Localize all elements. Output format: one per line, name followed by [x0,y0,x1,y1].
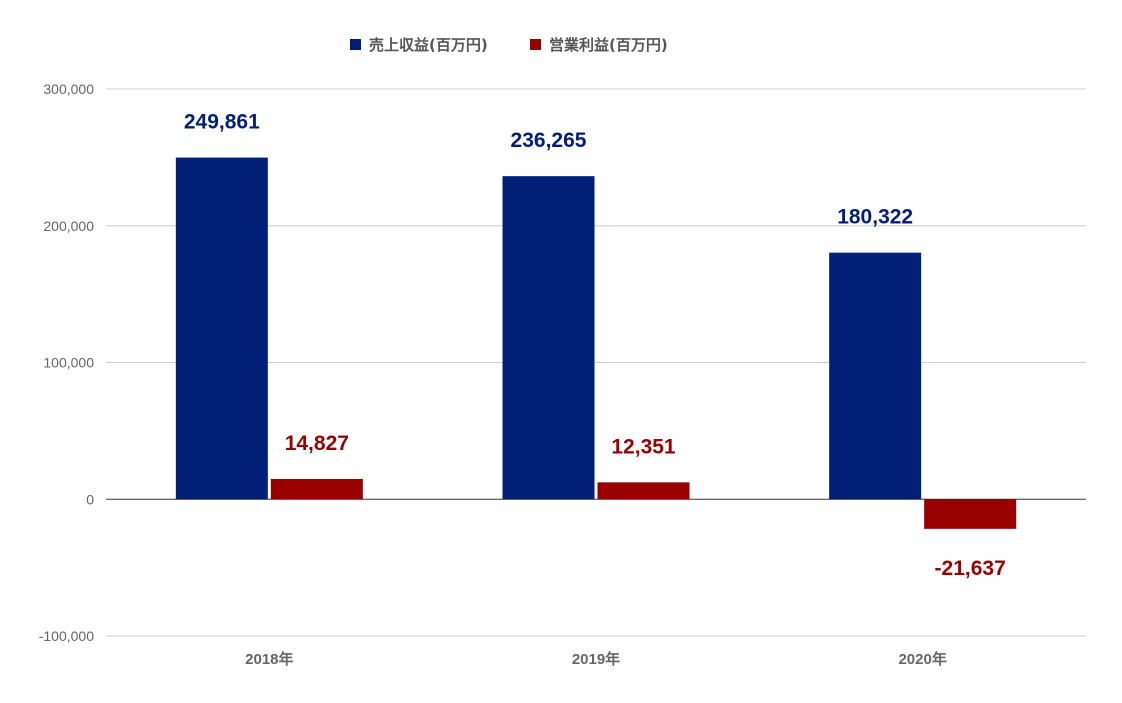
y-tick-label: 100,000 [43,355,94,371]
y-tick-label: 0 [86,491,94,507]
data-label: 14,827 [285,432,349,455]
legend-swatch [350,39,361,50]
bars [175,157,1017,529]
data-label: 249,861 [184,111,260,134]
y-tick-label: 300,000 [43,81,94,97]
y-tick-label: -100,000 [39,628,94,644]
x-category-label: 2018年 [245,650,293,668]
data-label: 180,322 [837,206,913,229]
data-label: 236,265 [511,129,587,152]
bar-operating-profit [597,482,690,500]
x-category-label: 2020年 [898,650,946,668]
legend: 売上収益(百万円) 営業利益(百万円) [350,36,668,54]
x-category-label: 2019年 [572,650,620,668]
bar-revenue [829,252,922,500]
data-label: 12,351 [611,435,676,458]
data-labels: 249,861 14,827 236,265 12,351 180,322 -21,637 [184,111,1006,580]
bar-operating-profit [924,499,1017,529]
bar-revenue [502,176,595,500]
bar-revenue [175,157,268,500]
data-label: -21,637 [935,557,1006,580]
gridlines [106,88,1086,637]
bar-operating-profit [270,478,363,500]
legend-swatch [530,39,541,50]
y-tick-label: 200,000 [43,218,94,234]
legend-label: 売上収益(百万円) [369,36,488,54]
y-axis: 300,000 200,000 100,000 0 -100,000 [39,81,94,644]
x-axis: 2018年 2019年 2020年 [245,650,947,668]
legend-label: 営業利益(百万円) [549,36,668,54]
